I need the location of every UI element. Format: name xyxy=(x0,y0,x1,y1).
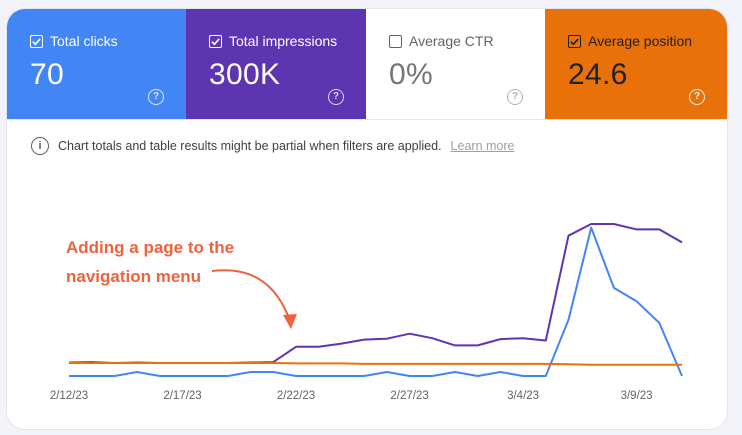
help-icon[interactable]: ? xyxy=(148,89,164,105)
x-tick-label: 2/27/23 xyxy=(390,390,428,402)
metric-tiles: Total clicks 70 ? Total impressions 300K… xyxy=(7,9,727,119)
annotation-line-2: navigation menu xyxy=(66,267,202,286)
performance-card: Total clicks 70 ? Total impressions 300K… xyxy=(7,9,727,429)
notice-text: Chart totals and table results might be … xyxy=(58,139,442,153)
metric-total-clicks[interactable]: Total clicks 70 ? xyxy=(7,9,186,119)
checkbox-checked-icon[interactable] xyxy=(209,34,222,48)
x-tick-label: 2/12/23 xyxy=(50,390,88,402)
checkbox-unchecked-icon[interactable] xyxy=(389,34,402,48)
help-icon[interactable]: ? xyxy=(689,89,705,105)
metric-label: Average position xyxy=(588,33,693,49)
metric-label: Total impressions xyxy=(229,33,338,49)
x-tick-label: 2/17/23 xyxy=(163,390,201,402)
checkbox-checked-icon[interactable] xyxy=(30,34,43,48)
annotation-line-1: Adding a page to the xyxy=(66,238,235,257)
metric-value: 0% xyxy=(389,58,433,91)
metric-value: 300K xyxy=(209,58,281,91)
help-icon[interactable]: ? xyxy=(328,89,344,105)
metric-value: 24.6 xyxy=(568,58,628,91)
x-tick-label: 3/4/23 xyxy=(507,390,539,402)
x-tick-label: 3/9/23 xyxy=(621,390,653,402)
metric-label: Average CTR xyxy=(409,33,494,49)
series-line-clicks xyxy=(69,226,683,377)
metric-average-ctr[interactable]: Average CTR 0% ? xyxy=(366,9,545,119)
annotation-arrowhead xyxy=(283,314,297,329)
metric-value: 70 xyxy=(30,58,64,91)
annotation: Adding a page to the navigation menu xyxy=(66,233,286,291)
filter-notice: i Chart totals and table results might b… xyxy=(31,137,514,155)
performance-chart: 2/12/23 2/17/23 2/22/23 2/27/23 3/4/23 3/9/23 xyxy=(50,223,683,402)
learn-more-link[interactable]: Learn more xyxy=(450,139,515,153)
checkbox-checked-icon[interactable] xyxy=(568,34,581,48)
metric-total-impressions[interactable]: Total impressions 300K ? xyxy=(186,9,366,119)
metric-label: Total clicks xyxy=(50,33,118,49)
help-icon[interactable]: ? xyxy=(507,89,523,105)
series-line-position xyxy=(69,362,682,366)
metric-average-position[interactable]: Average position 24.6 ? xyxy=(545,9,727,119)
divider xyxy=(7,119,727,120)
info-icon: i xyxy=(31,137,49,155)
x-tick-label: 2/22/23 xyxy=(277,390,315,402)
annotation-arrow xyxy=(211,269,291,322)
